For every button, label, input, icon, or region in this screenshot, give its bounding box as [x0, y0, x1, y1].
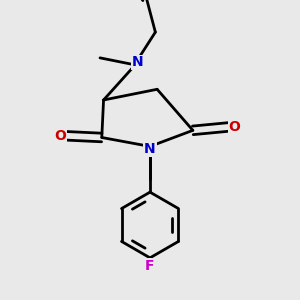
Text: N: N [144, 142, 156, 156]
Text: O: O [54, 129, 66, 143]
Text: N: N [132, 56, 143, 70]
Text: O: O [229, 120, 241, 134]
Text: F: F [145, 259, 155, 273]
